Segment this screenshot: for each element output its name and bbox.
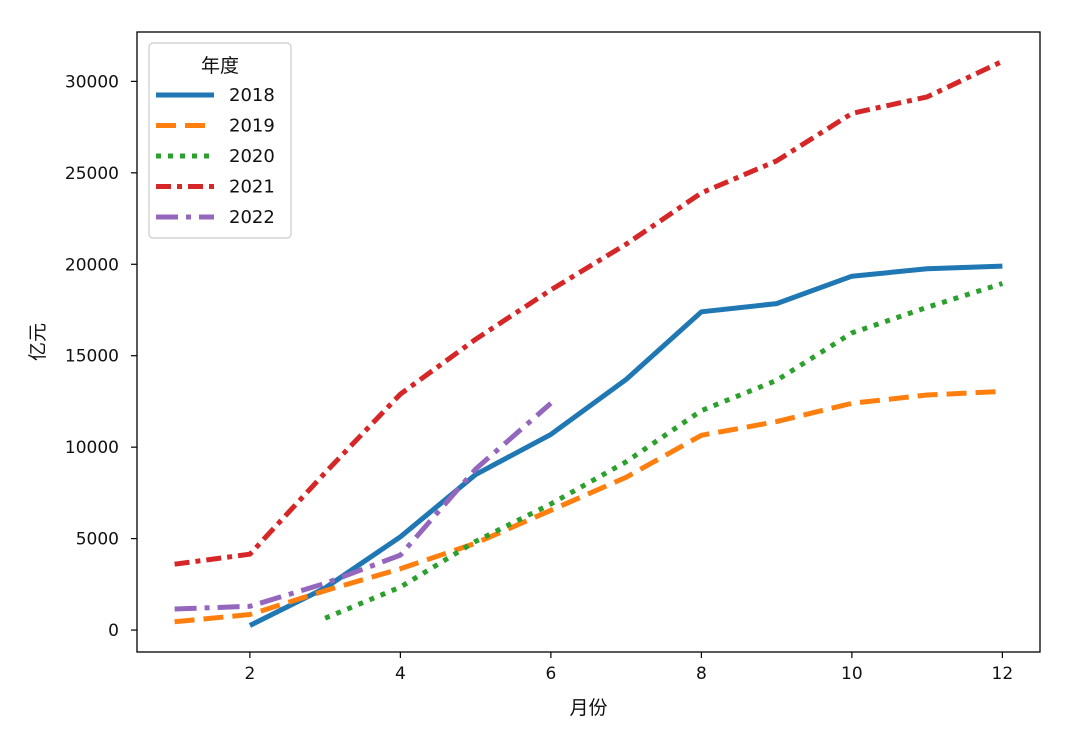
x-tick-label: 12 (992, 664, 1014, 684)
y-tick-label: 25000 (65, 164, 119, 184)
axis-ticks: 2 4 6 8 10 12 0 5000 10000 15000 20000 25000 30000 (65, 72, 1013, 684)
y-axis-label: 亿元 (27, 323, 49, 361)
legend-box (148, 42, 292, 239)
legend-label-2019: 2019 (229, 116, 275, 137)
plot-frame (136, 31, 1041, 653)
legend-label-2020: 2020 (229, 146, 275, 167)
x-tick-label: 10 (841, 664, 863, 684)
legend: 年度 2018 2019 2020 2021 2022 (148, 42, 292, 239)
series-line-2020 (324, 281, 1004, 621)
series-line-2019 (174, 388, 1003, 625)
series-line-2022 (174, 401, 553, 612)
y-tick-label: 10000 (65, 438, 119, 458)
y-tick-label: 15000 (65, 347, 119, 367)
legend-title: 年度 (201, 55, 239, 77)
x-axis-label: 月份 (569, 697, 607, 719)
legend-label-2022: 2022 (229, 207, 275, 228)
y-tick-label: 5000 (76, 530, 119, 550)
series-line-2018 (248, 263, 1003, 628)
y-tick-label: 30000 (65, 72, 119, 92)
x-tick-label: 6 (545, 664, 556, 684)
series-line-2021 (174, 59, 1004, 567)
legend-label-2021: 2021 (229, 177, 275, 198)
x-tick-label: 8 (696, 664, 707, 684)
legend-label-2018: 2018 (229, 85, 275, 106)
y-tick-label: 20000 (65, 255, 119, 275)
series-lines (174, 59, 1004, 628)
x-tick-label: 2 (244, 664, 255, 684)
y-tick-label: 0 (108, 621, 119, 641)
x-tick-label: 4 (395, 664, 406, 684)
